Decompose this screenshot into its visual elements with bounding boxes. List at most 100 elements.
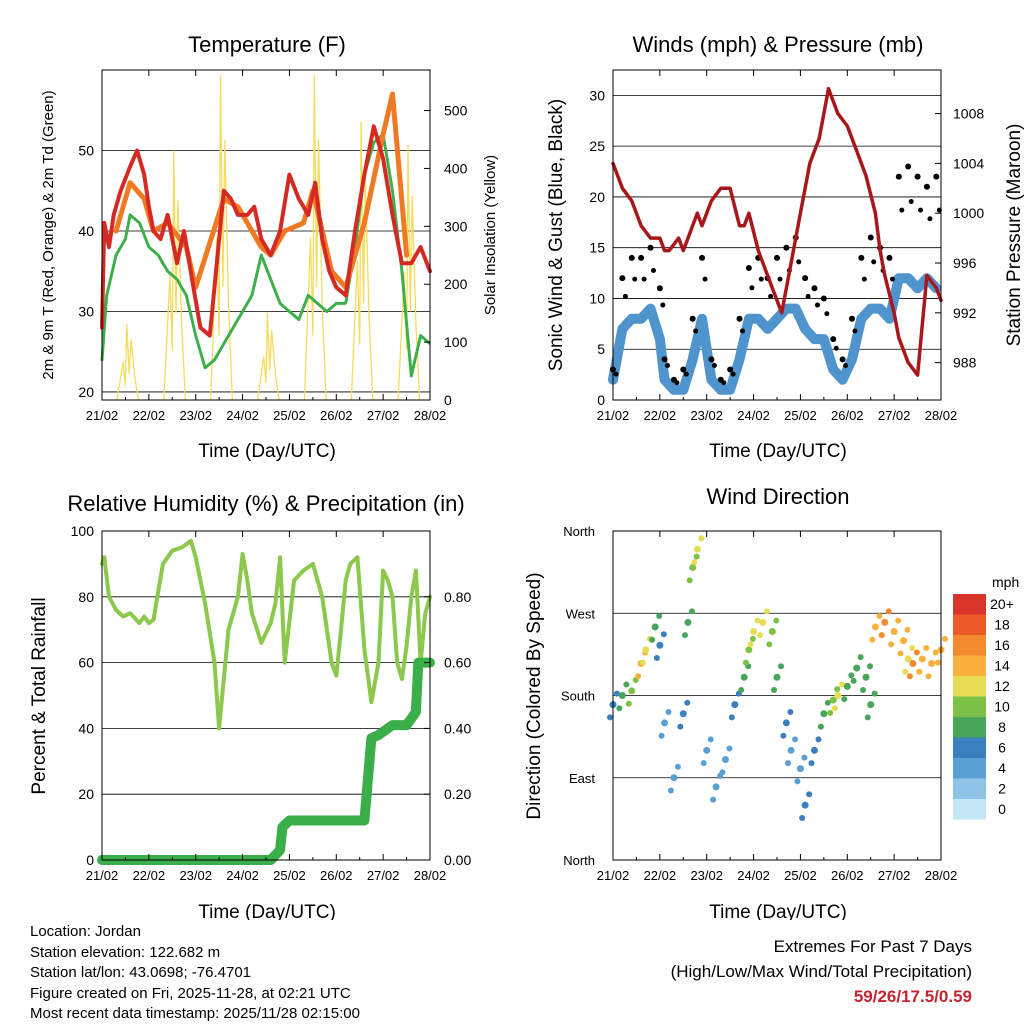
- gust-point: [839, 356, 846, 363]
- gust-point: [647, 244, 654, 251]
- info-created: Figure created on Fri, 2025-11-28, at 02…: [30, 984, 351, 1002]
- direction-point: [806, 791, 813, 798]
- direction-point: [888, 641, 895, 648]
- x-tick-label: 24/02: [226, 868, 259, 883]
- direction-point: [679, 710, 687, 718]
- winds-panel: Winds (mph) & Pressure (mb) 21/02 22/02 23…: [546, 32, 1024, 462]
- direction-point: [721, 755, 729, 763]
- direction-point: [780, 732, 787, 739]
- gust-point: [650, 268, 656, 274]
- direction-point: [834, 686, 841, 693]
- direction-point: [738, 687, 745, 694]
- gust-point: [693, 328, 699, 334]
- direction-point: [616, 705, 623, 712]
- y-tick-label: 50: [78, 142, 94, 158]
- direction-point: [871, 623, 879, 631]
- gust-point: [689, 315, 696, 322]
- gust-point: [871, 259, 877, 265]
- x-tick-label: 28/02: [925, 408, 958, 423]
- gust-point: [680, 366, 687, 373]
- gust-point: [814, 302, 820, 308]
- direction-point: [787, 746, 795, 754]
- colorbar-tick-label: 0: [998, 801, 1006, 817]
- gust-point: [867, 234, 874, 241]
- gust-point: [852, 328, 858, 334]
- direction-point: [838, 681, 845, 688]
- y-tick-label: 40: [78, 720, 94, 736]
- humidity-axis-ticks: 21/02 22/02 23/02 24/02 25/02 26/02 27/02 28/02…: [71, 523, 472, 883]
- colorbar-label: mph: [992, 574, 1019, 590]
- y-tick-label: 10: [589, 290, 605, 306]
- direction-point: [909, 644, 916, 651]
- y-tick-label: North: [563, 853, 595, 868]
- y-tick-label: 30: [589, 87, 605, 103]
- temperature-xlabel: Time (Day/UTC): [198, 441, 336, 462]
- x-tick-label: 26/02: [831, 868, 864, 883]
- direction-point: [689, 564, 697, 572]
- direction-point: [897, 650, 904, 657]
- gust-point: [908, 198, 914, 204]
- x-tick-label: 22/02: [644, 868, 677, 883]
- y-tick-label: 25: [589, 138, 605, 154]
- direction-point: [862, 673, 870, 681]
- direction-point: [801, 754, 808, 761]
- y-tick-label: 80: [78, 589, 94, 605]
- direction-point: [623, 681, 630, 688]
- direction-point: [773, 673, 781, 681]
- temperature-panel: Temperature (F) 21/02 22/02 23/02 24/02 25/0…: [40, 32, 499, 462]
- colorbar-swatch: [953, 676, 986, 697]
- y2-tick-label: 996: [953, 255, 977, 271]
- direction-point: [885, 608, 892, 615]
- gust-point: [660, 302, 666, 308]
- humidity-line: [100, 538, 432, 731]
- meteogram-figure: Temperature (F) 21/02 22/02 23/02 24/02 25/0…: [29, 32, 1024, 920]
- y2-tick-label: 100: [444, 334, 468, 350]
- temp-2m-line: [100, 124, 432, 338]
- y2-tick-label: 992: [953, 305, 977, 321]
- direction-point: [824, 699, 831, 706]
- gust-point: [927, 216, 933, 222]
- y2-tick-label: 1000: [953, 205, 984, 221]
- y2-tick-label: 400: [444, 160, 468, 176]
- direction-point: [918, 655, 926, 663]
- x-tick-label: 25/02: [273, 868, 306, 883]
- direction-point: [607, 714, 613, 721]
- humidity-title: Relative Humidity (%) & Precipitation (i…: [67, 491, 464, 516]
- direction-point: [712, 783, 720, 791]
- colorbar-swatch: [953, 758, 986, 779]
- speed-colorbar: mph 20+ 18 16 14 12 10 8 6 4 2 0: [953, 574, 1019, 820]
- direction-point: [850, 677, 857, 684]
- x-tick-label: 24/02: [737, 868, 770, 883]
- direction-point: [728, 714, 735, 721]
- direction-axis-ticks: 21/02 22/02 23/02 24/02 25/02 26/02 27/02 28/02…: [561, 524, 957, 883]
- direction-point: [881, 618, 889, 626]
- winds-y2label: Station Pressure (Maroon): [1004, 124, 1024, 347]
- gust-point: [914, 173, 921, 180]
- direction-point: [794, 778, 801, 785]
- y2-tick-label: 988: [953, 355, 977, 371]
- gust-point: [736, 315, 743, 322]
- direction-point: [923, 644, 930, 651]
- x-tick-label: 26/02: [320, 868, 353, 883]
- direction-point: [674, 763, 681, 770]
- y2-tick-label: 300: [444, 218, 468, 234]
- direction-title: Wind Direction: [706, 484, 849, 509]
- winds-ylabel: Sonic Wind & Gust (Blue, Black): [546, 99, 567, 371]
- direction-point: [686, 577, 693, 584]
- gust-point: [905, 163, 912, 170]
- y-tick-label: 0: [597, 392, 605, 408]
- direction-point: [904, 626, 911, 633]
- colorbar-tick-label: 14: [994, 658, 1010, 674]
- direction-point: [771, 687, 777, 694]
- info-elevation: Station elevation: 122.682 m: [30, 943, 221, 961]
- direction-point: [808, 760, 815, 767]
- direction-point: [827, 709, 834, 716]
- direction-point: [932, 649, 939, 656]
- x-tick-label: 21/02: [86, 408, 119, 423]
- y2-tick-label: 0.20: [444, 786, 471, 802]
- y-tick-label: 30: [78, 303, 94, 319]
- precip-line: [97, 657, 435, 865]
- temperature-plot-area: [100, 75, 432, 401]
- gust-point: [918, 207, 924, 213]
- gust-point: [683, 371, 689, 377]
